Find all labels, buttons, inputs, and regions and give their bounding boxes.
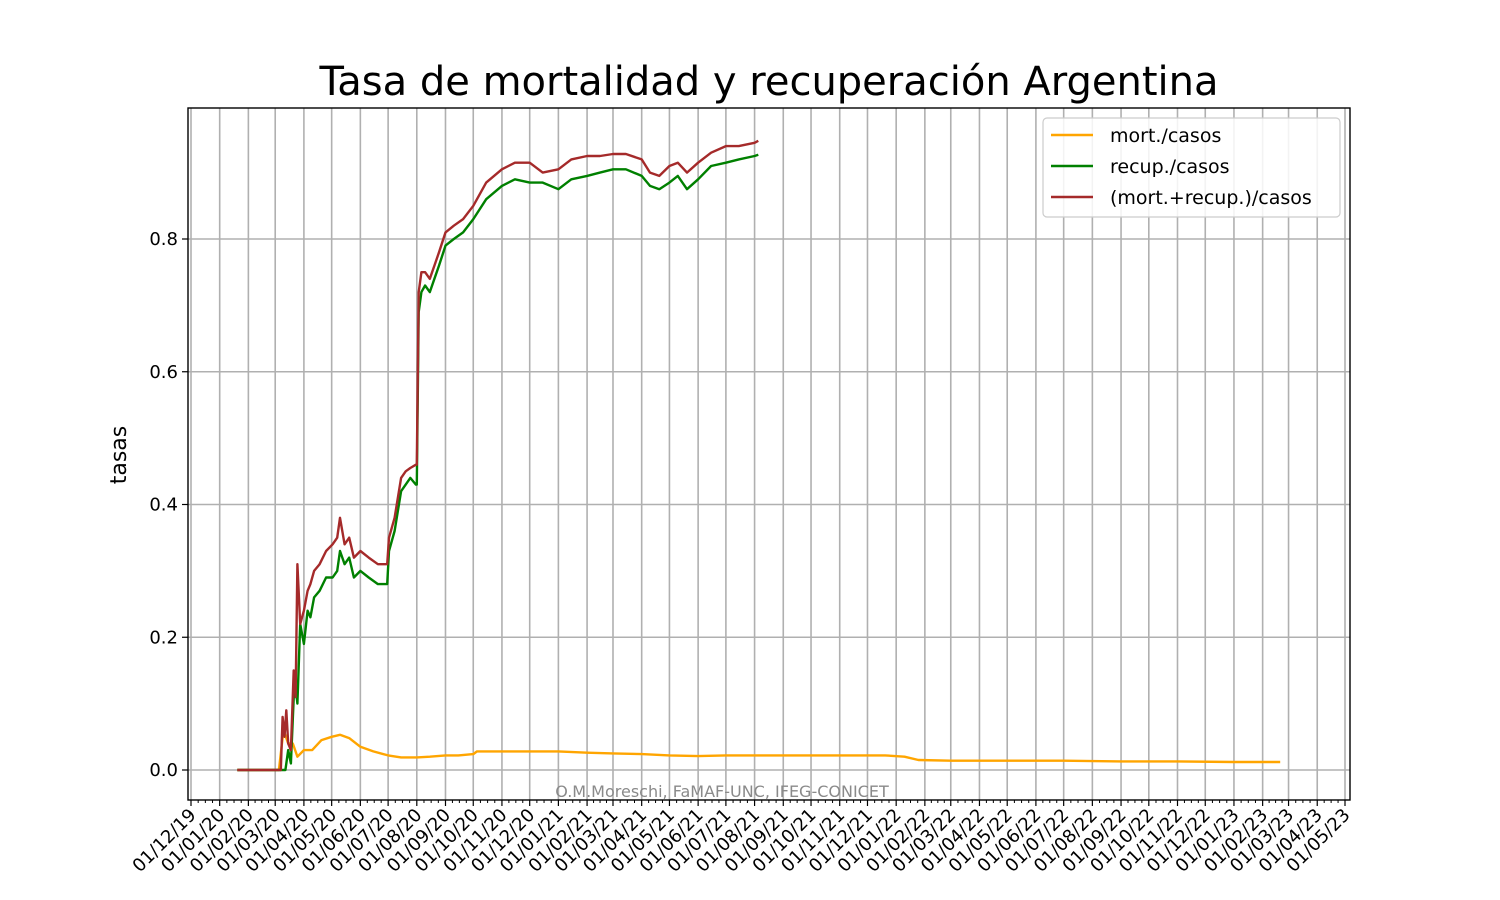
y-tick-label: 0.0 bbox=[149, 760, 178, 781]
y-axis-label: tasas bbox=[107, 426, 132, 485]
legend: mort./casos recup./casos (mort.+recup.)/ca… bbox=[1042, 117, 1341, 218]
series-layer bbox=[237, 139, 1281, 772]
series-line-1 bbox=[237, 153, 759, 772]
y-tick-label: 0.4 bbox=[149, 495, 178, 516]
y-tick-label: 0.8 bbox=[149, 229, 178, 250]
legend-label: recup./casos bbox=[1110, 156, 1230, 178]
legend-box bbox=[1042, 117, 1341, 218]
watermark-annotation: O.M.Moreschi, FaMAF-UNC, IFEG-CONICET bbox=[555, 782, 889, 801]
legend-label: mort./casos bbox=[1110, 125, 1221, 147]
x-axis: 01/12/1901/01/2001/02/2001/03/2001/04/20… bbox=[129, 800, 1355, 877]
series-line-2 bbox=[237, 139, 759, 772]
legend-label: (mort.+recup.)/casos bbox=[1110, 187, 1312, 209]
series-line-0 bbox=[237, 729, 1281, 772]
y-tick-label: 0.6 bbox=[149, 362, 178, 383]
chart-title: Tasa de mortalidad y recuperación Argent… bbox=[318, 59, 1218, 105]
y-axis: 0.0 0.2 0.4 0.6 0.8 bbox=[149, 229, 188, 781]
grid-layer bbox=[188, 108, 1350, 800]
y-tick-label: 0.2 bbox=[149, 627, 178, 648]
